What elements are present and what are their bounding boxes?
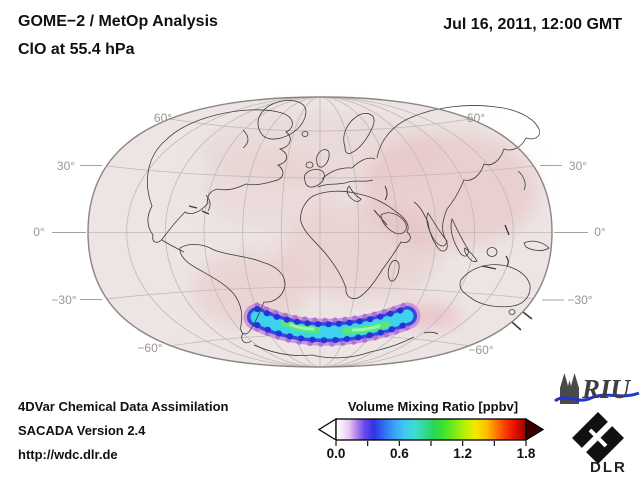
colorbar-tick-label: 0.0 [326,446,346,461]
clo-enhancement-band [243,301,421,347]
coast-mediterranean [317,179,374,188]
lat-label-0-right: 0° [594,225,606,239]
lat-label-60n-left: 60° [154,111,172,125]
colorbar-tick-label: 1.8 [516,446,536,461]
lat-label-30s-right: −30° [567,293,592,307]
riu-rhine-wave-icon [554,391,640,403]
colorbar-underflow-arrow [317,417,337,442]
coast-japan [517,170,526,191]
coast-north-america [147,109,293,243]
coast-florida [205,194,211,212]
coast-iberia [304,169,325,188]
lat-label-60s-left: −60° [137,341,162,355]
coast-sumatra [464,247,478,262]
timestamp: Jul 16, 2011, 12:00 GMT [443,16,622,33]
latitude-labels: 60° 30° 0° −30° −60° 60° 30° 0° −30° −60… [33,111,606,357]
dlr-logo: DLR [572,412,627,476]
coast-new-zealand [511,311,533,331]
coast-asia [376,105,541,252]
riu-logo: RIU [554,373,640,404]
colorbar-tick-label: 0.6 [389,446,409,461]
page-title: GOME−2 / MetOp Analysis [18,13,218,30]
coast-new-guinea [523,240,550,251]
footer-version-label: SACADA Version 2.4 [18,423,146,438]
coast-antarctica [253,336,415,359]
coast-tasmania [508,309,516,315]
footer-url: http://wdc.dlr.de [18,447,118,462]
lat-label-30s-left: −30° [51,293,76,307]
coast-australia [459,264,531,308]
coast-europe-north [321,157,376,180]
colorbar-title: Volume Mixing Ratio [ppbv] [347,399,519,414]
coast-iceland [301,131,309,137]
latitude-ticks [52,165,588,301]
coast-ireland [305,161,314,169]
coast-britain [316,149,330,168]
riu-logo-text: RIU [581,374,632,404]
page-subtitle: ClO at 55.4 hPa [18,41,135,58]
colorbar-gradient-bar [335,418,527,441]
coast-philippines [504,224,510,236]
coast-greenland [257,100,307,140]
colorbar-overflow-arrow [525,417,545,442]
coast-caribbean [188,205,210,215]
coast-scandinavia [343,113,375,154]
colorbar [317,417,545,446]
coast-india [426,212,448,247]
coast-madagascar [387,260,400,282]
coast-caspian [384,185,388,201]
colorbar-tick-labels: 0.0 0.6 1.2 1.8 [0,446,640,464]
coast-se-asia [450,217,469,257]
lat-label-60n-right: 60° [467,111,485,125]
coast-arabia [380,212,407,235]
coast-central-america [161,239,185,253]
coast-borneo [486,247,498,257]
coast-java [481,265,497,270]
coast-italy [346,185,362,202]
lat-label-60s-right: −60° [468,343,493,357]
coast-antarctica-east [423,331,439,335]
coast-red-sea [373,209,388,226]
map-boundary [87,96,553,368]
lat-label-0-left: 0° [33,225,45,239]
colorbar-tick-label: 1.2 [453,446,473,461]
coast-africa [300,190,411,299]
colorbar-tick-marks [335,441,527,446]
coast-hudson-bay [242,129,249,149]
lat-label-30n-right: 30° [569,159,587,173]
coast-sulawesi [505,255,509,267]
coast-antarctic-peninsula [241,332,252,344]
dlr-logo-text: DLR [590,459,627,476]
coast-south-america [179,244,286,335]
lat-label-30n-left: 30° [57,159,75,173]
coastlines [147,100,550,359]
footer-assimilation-label: 4DVar Chemical Data Assimilation [18,399,229,414]
